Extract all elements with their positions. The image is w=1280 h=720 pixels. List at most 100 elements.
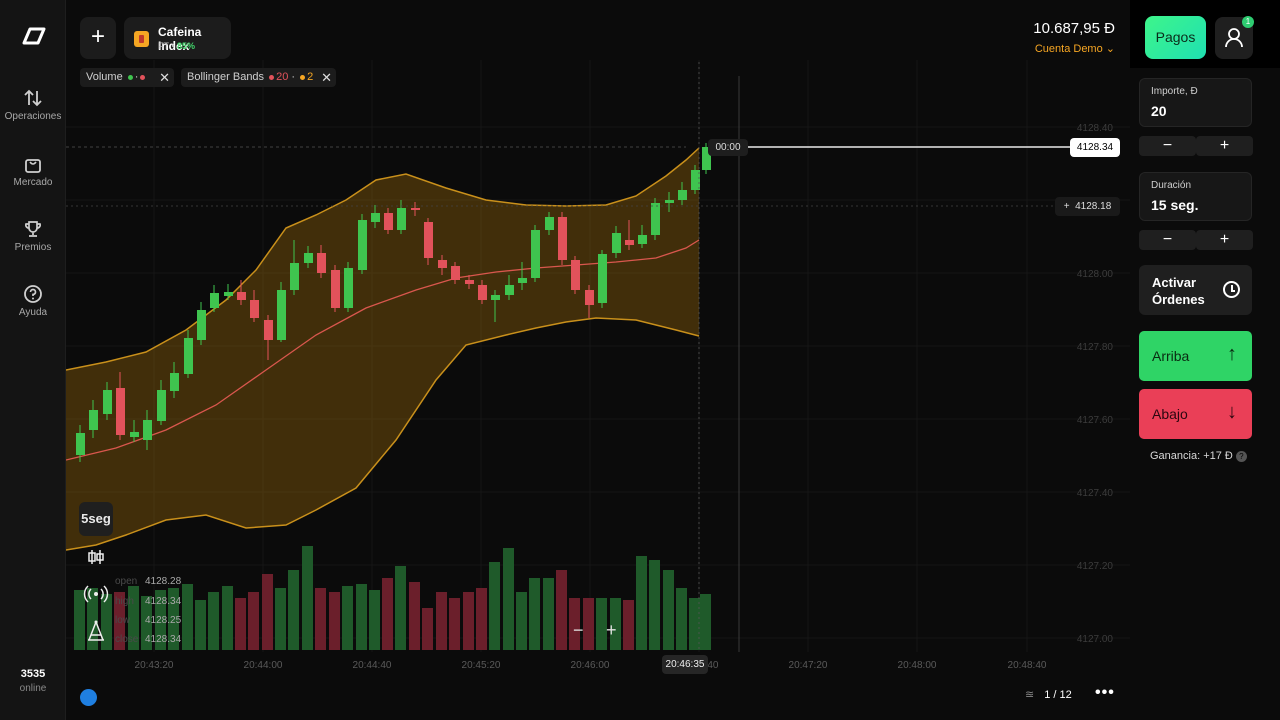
amount-increase-button[interactable]: +	[1196, 136, 1253, 156]
y-tick-label: 4127.00	[1077, 634, 1114, 645]
down-button[interactable]: Abajo ↓	[1139, 389, 1252, 439]
volume-bar	[649, 560, 660, 650]
volume-bar	[329, 592, 340, 650]
duration-field[interactable]: Duración 15 seg.	[1139, 172, 1252, 221]
amount-decrease-button[interactable]: −	[1139, 136, 1196, 156]
duration-decrease-button[interactable]: −	[1139, 230, 1196, 250]
user-icon	[1225, 28, 1243, 48]
balance-block[interactable]: 10.687,95 Đ Cuenta Demo ⌄	[1033, 20, 1115, 55]
volume-bar	[596, 598, 607, 650]
indicator-chip-bollinger[interactable]: Bollinger Bands 20 · 2 ✕	[181, 68, 336, 87]
add-chart-button[interactable]: +	[80, 17, 116, 59]
candle-body	[411, 208, 420, 210]
ohlc-open: open 4128.28	[115, 576, 182, 587]
volume-bar	[476, 588, 487, 650]
y-tick-label: 4127.80	[1077, 342, 1114, 353]
volume-bar	[636, 556, 647, 650]
ohlc-low: low 4128.25	[115, 615, 182, 626]
up-label: Arriba	[1152, 348, 1190, 364]
volume-bar	[529, 578, 540, 650]
candle-body	[224, 292, 233, 296]
profile-button[interactable]: 1	[1215, 16, 1254, 59]
current-price-label[interactable]: + 4128.18	[1055, 197, 1120, 216]
chat-support-icon[interactable]	[80, 689, 97, 706]
volume-bar	[463, 592, 474, 650]
help-icon[interactable]: ?	[1235, 451, 1247, 462]
account-selector[interactable]: Cuenta Demo ⌄	[1034, 43, 1115, 55]
candle-body	[438, 260, 447, 268]
drawing-tools-icon[interactable]	[79, 614, 113, 648]
price-chart[interactable]: 4128.404128.204128.004127.804127.604127.…	[66, 0, 1130, 720]
amount-field[interactable]: Importe, Đ 20	[1139, 78, 1252, 127]
chart-area[interactable]: 4128.404128.204128.004127.804127.604127.…	[66, 0, 1130, 720]
volume-bar	[182, 584, 193, 650]
volume-bar	[114, 592, 125, 650]
plus-icon: +	[1063, 201, 1070, 212]
ohlc-close: close 4128.34	[115, 634, 182, 645]
arrow-up-icon: ↑	[1227, 343, 1237, 365]
pagination[interactable]: ≊ 1 / 12	[1025, 689, 1072, 701]
close-icon[interactable]: ✕	[321, 70, 332, 85]
indicator-name: Bollinger Bands	[187, 71, 265, 83]
volume-bar	[503, 548, 514, 650]
indicator-chip-volume[interactable]: Volume · ✕	[80, 68, 174, 87]
up-button[interactable]: Arriba ↑	[1139, 331, 1252, 381]
timeframe-button[interactable]: 5seg	[79, 502, 113, 536]
asset-icon	[134, 31, 149, 47]
x-tick-label: 20:48:00	[898, 660, 937, 671]
candle-body	[290, 263, 299, 290]
bag-icon	[25, 159, 41, 173]
candle-body	[531, 230, 540, 278]
online-count: 3535	[20, 668, 46, 680]
duration-increase-button[interactable]: +	[1196, 230, 1253, 250]
candlestick-icon[interactable]	[79, 540, 113, 574]
color-dot	[269, 74, 275, 80]
sidebar-item-operaciones[interactable]: Operaciones	[0, 88, 66, 122]
bollinger-band-fill	[66, 148, 699, 550]
volume-bar	[663, 570, 674, 650]
sidebar-item-label: Mercado	[13, 177, 53, 188]
chart-toolbar: 5seg	[79, 502, 113, 650]
volume-bar	[168, 588, 179, 650]
volume-bar	[369, 590, 380, 650]
more-options-icon[interactable]: •••	[1095, 684, 1115, 701]
candle-body	[157, 390, 166, 421]
indicators-icon[interactable]	[79, 577, 113, 611]
candle-body	[277, 290, 286, 340]
asset-selector[interactable]: Cafeina Index FT • 85%	[124, 17, 231, 59]
logo-icon[interactable]	[21, 26, 47, 46]
online-label: online	[19, 683, 47, 694]
duration-value[interactable]: 15 seg.	[1151, 197, 1199, 213]
bollinger-upper-line	[66, 147, 700, 371]
sidebar-item-label: Ayuda	[18, 307, 48, 318]
candle-body	[130, 432, 139, 437]
x-tick-label: 20:46:00	[571, 660, 610, 671]
candle-body	[89, 410, 98, 430]
sidebar-item-mercado[interactable]: Mercado	[0, 154, 66, 188]
sidebar-item-ayuda[interactable]: Ayuda	[0, 284, 66, 318]
current-time-label: 20:46:35	[662, 655, 708, 674]
indicator-period: 20	[276, 71, 289, 83]
amount-value[interactable]: 20	[1151, 103, 1167, 119]
sidebar-item-premios[interactable]: Premios	[0, 219, 66, 253]
payments-button[interactable]: Pagos	[1145, 16, 1206, 59]
volume-bar	[275, 588, 286, 650]
candle-body	[598, 254, 607, 303]
candle-body	[237, 292, 246, 300]
activate-orders-button[interactable]: Activar Órdenes	[1139, 265, 1252, 315]
zoom-in-button[interactable]: +	[606, 620, 617, 640]
sidebar-item-label: Premios	[14, 242, 52, 253]
volume-bar	[623, 600, 634, 650]
balance-amount: 10.687,95 Đ	[1033, 20, 1115, 37]
close-icon[interactable]: ✕	[159, 70, 170, 85]
volume-bar	[556, 570, 567, 650]
volume-bar	[248, 592, 259, 650]
candle-body	[702, 147, 711, 170]
zoom-out-button[interactable]: −	[573, 620, 584, 640]
indicator-name: Volume	[86, 71, 123, 83]
volume-bar	[141, 596, 152, 650]
volume-bar	[569, 598, 580, 650]
candle-body	[518, 278, 527, 283]
volume-bar	[208, 592, 219, 650]
color-dot	[140, 74, 146, 80]
